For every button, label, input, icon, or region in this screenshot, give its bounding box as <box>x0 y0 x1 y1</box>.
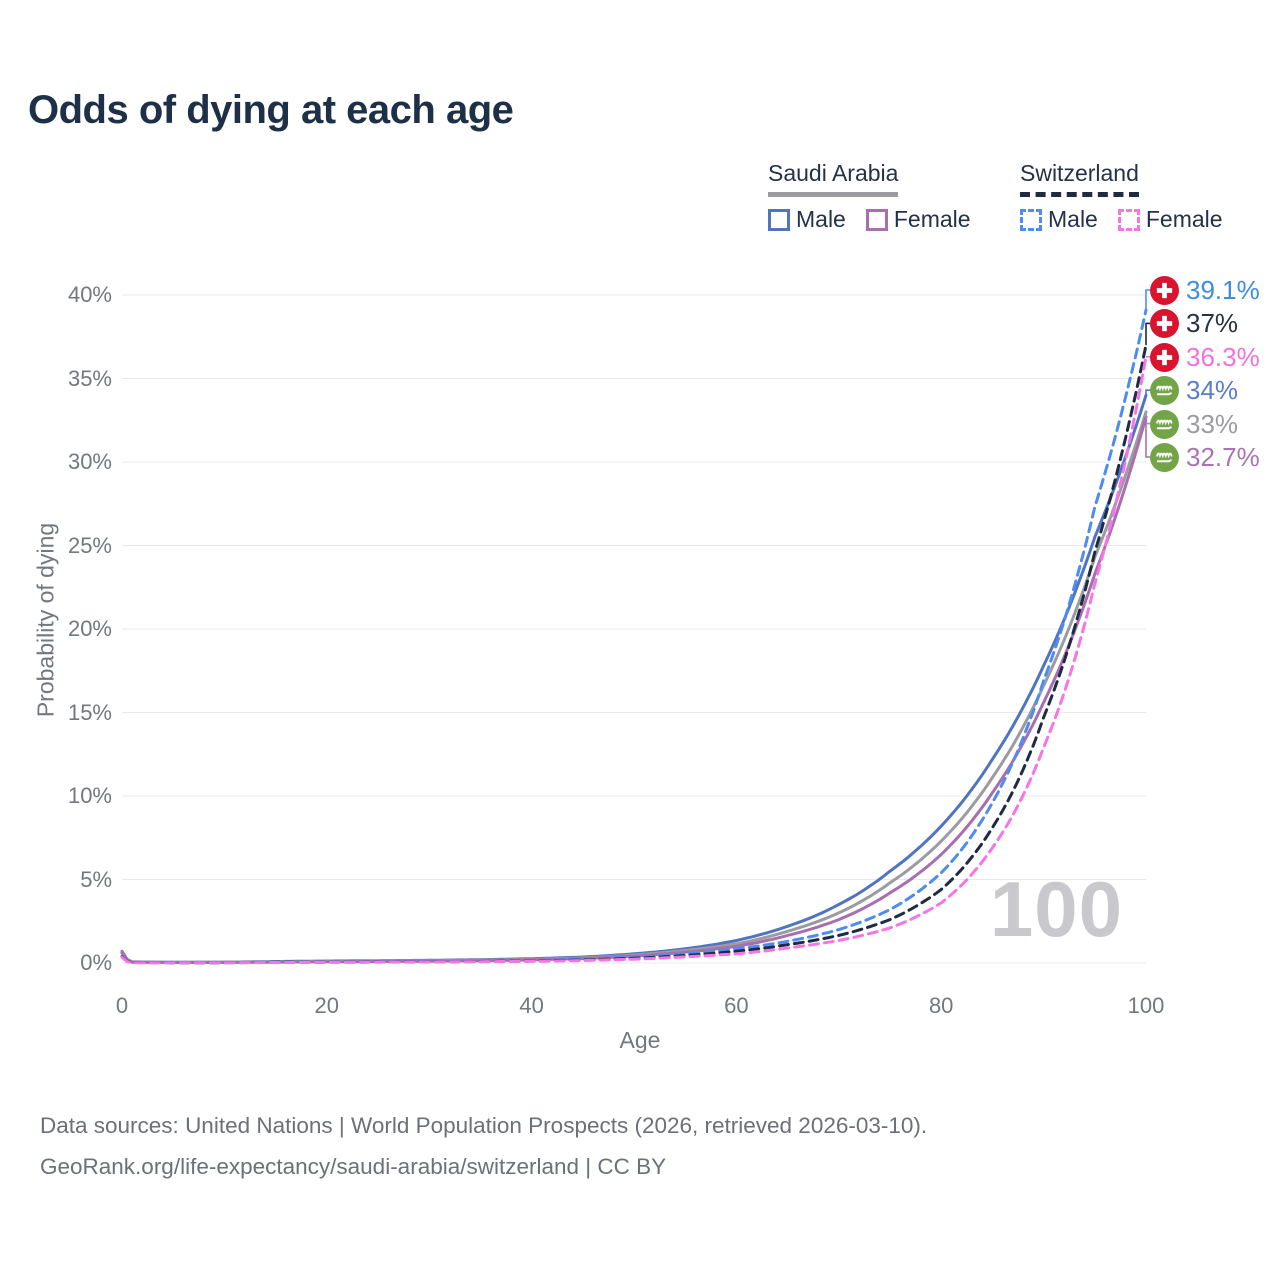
y-tick-label-15: 15% <box>67 699 112 725</box>
legend-label-saudi-female[interactable]: Female <box>893 206 971 232</box>
footer-data-sources: Data sources: United Nations | World Pop… <box>40 1113 928 1138</box>
saudi-female-swatch-icon[interactable] <box>865 208 888 231</box>
y-tick-label-10: 10% <box>67 783 112 808</box>
page-title: Odds of dying at each age <box>28 88 514 132</box>
footer-attribution: Data sources: United Nations | World Pop… <box>40 1106 927 1188</box>
end-label-value-swiss_male: 39.1% <box>1186 275 1260 305</box>
legend-group-saudi-arabia: Saudi Arabia Male Female <box>768 160 983 233</box>
legend-country-switzerland[interactable]: Switzerland <box>1020 160 1139 197</box>
swiss-female-swatch-icon[interactable] <box>1117 208 1140 231</box>
y-tick-label-20: 20% <box>67 616 112 641</box>
saudi-flag-icon <box>1150 376 1179 406</box>
end-label-leader-saudi_male <box>1145 389 1151 396</box>
end-label-value-saudi_all: 33% <box>1186 408 1239 439</box>
end-label-value-swiss_all: 37% <box>1186 308 1239 339</box>
legend-country-saudi-arabia[interactable]: Saudi Arabia <box>768 160 899 197</box>
x-tick-label-80: 80 <box>928 993 954 1018</box>
swiss-flag-icon <box>1150 309 1179 339</box>
end-label-leader-saudi_female <box>1145 416 1151 458</box>
series-line-swiss_female <box>120 355 1148 965</box>
y-tick-label-5: 5% <box>80 866 112 892</box>
legend-label-swiss-male[interactable]: Male <box>1048 206 1098 232</box>
y-tick-label-35: 35% <box>67 365 112 391</box>
swiss-flag-icon <box>1150 276 1179 305</box>
legend-item-saudi-male[interactable]: Male <box>768 206 846 233</box>
legend-group-switzerland: Switzerland Male Female <box>1020 160 1235 233</box>
legend-label-swiss-female[interactable]: Female <box>1145 206 1223 232</box>
end-label-saudi_all: 33% <box>1150 409 1238 440</box>
end-label-value-saudi_female: 32.7% <box>1186 442 1260 472</box>
x-tick-label-20: 20 <box>314 993 340 1018</box>
saudi-flag-icon <box>1150 443 1179 472</box>
y-tick-label-0: 0% <box>80 950 112 975</box>
y-axis-title: Probability of dying <box>32 522 59 718</box>
end-label-saudi_male: 34% <box>1150 375 1238 406</box>
end-label-swiss_female: 36.3% <box>1150 342 1260 373</box>
age-watermark: 100 <box>989 865 1123 953</box>
x-tick-label-0: 0 <box>115 993 129 1018</box>
y-tick-label-25: 25% <box>67 532 112 558</box>
y-tick-label-30: 30% <box>67 449 112 474</box>
x-axis-title: Age <box>619 1027 661 1053</box>
end-label-saudi_female: 32.7% <box>1150 442 1260 473</box>
swiss-male-swatch-icon[interactable] <box>1020 208 1042 231</box>
end-label-value-swiss_female: 36.3% <box>1186 341 1260 372</box>
end-label-swiss_all: 37% <box>1150 308 1238 339</box>
x-tick-label-100: 100 <box>1127 993 1165 1018</box>
end-label-swiss_male: 39.1% <box>1150 275 1260 306</box>
legend-item-swiss-female[interactable]: Female <box>1117 206 1223 233</box>
legend-item-swiss-male[interactable]: Male <box>1020 206 1098 233</box>
footer-url: GeoRank.org/life-expectancy/saudi-arabia… <box>40 1153 667 1179</box>
saudi-male-swatch-icon[interactable] <box>768 208 790 231</box>
legend-item-saudi-female[interactable]: Female <box>865 206 971 233</box>
x-tick-label-40: 40 <box>519 993 544 1018</box>
end-label-leader-swiss_male <box>1145 289 1151 310</box>
y-tick-label-40: 40% <box>67 282 112 307</box>
legend-label-saudi-male[interactable]: Male <box>796 206 846 232</box>
end-label-leader-swiss_all <box>1145 322 1151 346</box>
saudi-flag-icon <box>1150 409 1179 439</box>
x-tick-label-60: 60 <box>724 993 749 1018</box>
end-label-value-saudi_male: 34% <box>1186 375 1239 406</box>
swiss-flag-icon <box>1150 342 1179 372</box>
